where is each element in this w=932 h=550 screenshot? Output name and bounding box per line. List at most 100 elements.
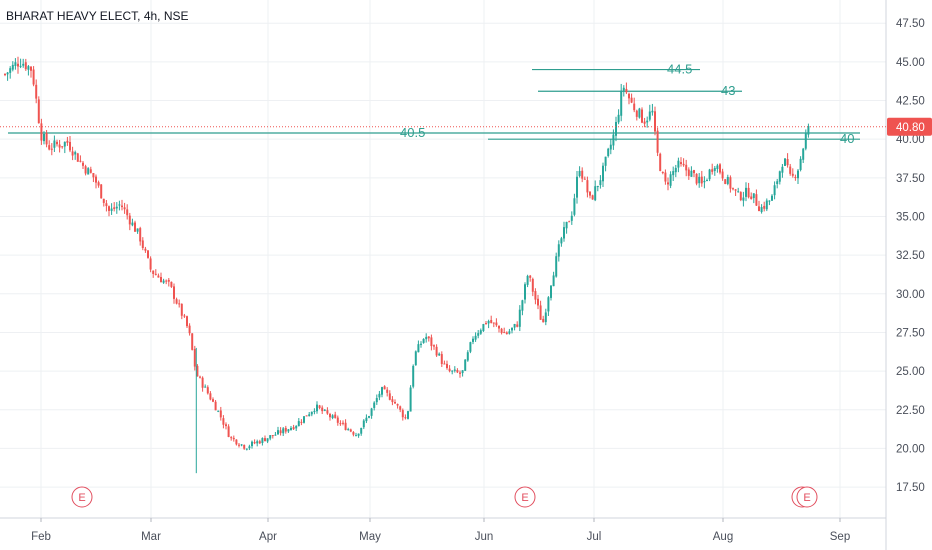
candle[interactable] <box>448 365 451 373</box>
candle[interactable] <box>199 375 201 379</box>
candle[interactable] <box>368 415 370 419</box>
candle[interactable] <box>66 136 69 146</box>
candle[interactable] <box>4 73 6 77</box>
price-axis[interactable]: 47.50 45.00 42.50 40.00 37.50 35.00 32.50 30.00… <box>896 18 925 494</box>
candle[interactable] <box>804 129 807 151</box>
candle[interactable] <box>789 163 792 176</box>
candle[interactable] <box>669 171 672 189</box>
candle[interactable] <box>651 103 654 116</box>
candle[interactable] <box>256 439 259 447</box>
candle[interactable] <box>230 436 233 441</box>
candle[interactable] <box>323 408 326 412</box>
candle[interactable] <box>685 159 688 177</box>
candle[interactable] <box>565 221 568 234</box>
candle[interactable] <box>362 419 365 430</box>
candle[interactable] <box>170 281 173 288</box>
candle[interactable] <box>464 359 467 371</box>
candle[interactable] <box>440 351 443 367</box>
candle[interactable] <box>552 271 555 287</box>
candle[interactable] <box>180 303 183 320</box>
candle[interactable] <box>87 167 90 175</box>
candle[interactable] <box>641 107 643 124</box>
candle[interactable] <box>724 179 727 185</box>
candle[interactable] <box>807 123 810 138</box>
candle[interactable] <box>443 360 446 365</box>
earnings-marker[interactable]: E <box>796 486 818 508</box>
candle[interactable] <box>477 330 480 339</box>
candle[interactable] <box>721 168 724 181</box>
candle[interactable] <box>420 341 422 348</box>
candle[interactable] <box>453 366 456 373</box>
candle[interactable] <box>672 166 675 182</box>
candle[interactable] <box>53 135 56 152</box>
candle[interactable] <box>232 435 235 442</box>
candle[interactable] <box>747 182 750 199</box>
candle[interactable] <box>373 401 376 411</box>
candle[interactable] <box>266 438 269 444</box>
candle[interactable] <box>508 328 511 335</box>
candle[interactable] <box>524 282 526 304</box>
candle[interactable] <box>175 297 178 305</box>
candle[interactable] <box>188 323 191 336</box>
candle[interactable] <box>729 175 732 193</box>
candle[interactable] <box>274 431 277 436</box>
candle[interactable] <box>225 422 227 430</box>
candle[interactable] <box>485 320 487 325</box>
candle[interactable] <box>560 236 563 247</box>
candle[interactable] <box>344 419 347 431</box>
candle[interactable] <box>238 443 240 448</box>
candle[interactable] <box>84 164 87 176</box>
candle[interactable] <box>30 66 32 78</box>
candle[interactable] <box>625 82 628 95</box>
candle[interactable] <box>126 204 129 220</box>
candle[interactable] <box>196 364 199 377</box>
candle[interactable] <box>279 427 282 436</box>
candle[interactable] <box>482 323 485 332</box>
candle[interactable] <box>69 136 71 153</box>
candle[interactable] <box>773 181 776 200</box>
candle[interactable] <box>469 341 472 354</box>
candle[interactable] <box>222 415 225 429</box>
candlestick-series[interactable] <box>4 56 810 474</box>
candle[interactable] <box>35 79 38 104</box>
candle[interactable] <box>102 198 105 207</box>
candle[interactable] <box>245 448 248 451</box>
earnings-marker[interactable]: E <box>514 486 536 508</box>
candle[interactable] <box>48 140 51 151</box>
candle[interactable] <box>290 426 292 431</box>
candle[interactable] <box>277 426 279 436</box>
candle[interactable] <box>578 166 581 178</box>
candle[interactable] <box>14 58 17 70</box>
candle[interactable] <box>698 173 701 188</box>
candle[interactable] <box>115 202 118 214</box>
candle[interactable] <box>576 171 578 204</box>
candle[interactable] <box>609 138 612 155</box>
candle[interactable] <box>193 345 196 371</box>
candle[interactable] <box>347 427 350 431</box>
candle[interactable] <box>217 410 220 413</box>
candle[interactable] <box>617 109 620 125</box>
candle[interactable] <box>134 220 136 232</box>
candle[interactable] <box>765 198 768 212</box>
candle[interactable] <box>349 428 352 433</box>
candle[interactable] <box>282 427 285 437</box>
candle[interactable] <box>261 437 264 446</box>
candle[interactable] <box>430 334 433 351</box>
candle[interactable] <box>167 277 170 287</box>
candle[interactable] <box>739 191 742 202</box>
candle[interactable] <box>305 415 308 417</box>
candle[interactable] <box>251 440 253 449</box>
candle[interactable] <box>586 176 589 198</box>
candle[interactable] <box>157 273 160 278</box>
candle[interactable] <box>95 174 97 189</box>
candle[interactable] <box>628 92 630 105</box>
candle[interactable] <box>630 93 633 104</box>
candle[interactable] <box>388 390 391 401</box>
candle[interactable] <box>435 344 438 357</box>
candle[interactable] <box>615 116 617 142</box>
candle[interactable] <box>50 143 53 156</box>
candle[interactable] <box>92 173 95 183</box>
candle[interactable] <box>513 323 516 331</box>
candle[interactable] <box>656 127 659 157</box>
